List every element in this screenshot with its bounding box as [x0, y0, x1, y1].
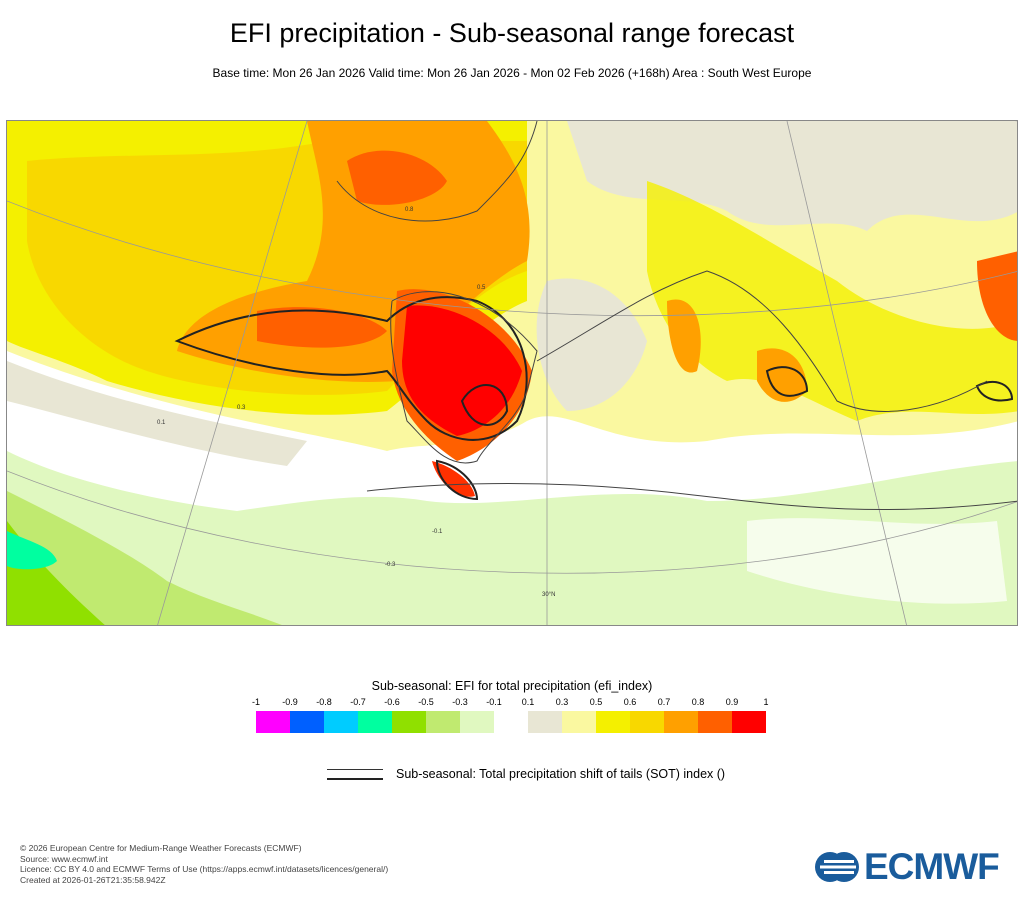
contour-label: 0.8: [405, 207, 414, 213]
legend-title: Sub-seasonal: EFI for total precipitatio…: [371, 679, 653, 693]
legend-tick: 0.9: [725, 697, 739, 707]
legend-colorbar: [256, 711, 766, 733]
legend-tick: -0.3: [452, 697, 468, 707]
legend-swatch: [358, 711, 392, 733]
footer-line: © 2026 European Centre for Medium-Range …: [20, 843, 302, 853]
legend-tick: 0.7: [657, 697, 671, 707]
legend-tick: -0.1: [486, 697, 502, 707]
contour-label: -0.1: [432, 529, 443, 535]
legend-swatch: [324, 711, 358, 733]
legend-swatch: [494, 711, 528, 733]
legend-swatch: [630, 711, 664, 733]
legend-swatch: [562, 711, 596, 733]
legend-tick: -1: [251, 697, 261, 707]
efi-map: 0.8 0.5 0.3 0.1 -0.1 -0.3 30°N: [6, 120, 1018, 626]
footer-line: Licence: CC BY 4.0 and ECMWF Terms of Us…: [20, 864, 389, 874]
legend-tick: 0.1: [521, 697, 535, 707]
footer-line: Created at 2026-01-26T21:35:58.942Z: [20, 874, 166, 885]
contour-label: 0.3: [237, 405, 246, 411]
legend-swatch: [596, 711, 630, 733]
contour-label: 0.1: [157, 420, 166, 426]
page-title: EFI precipitation - Sub-seasonal range f…: [229, 18, 795, 48]
legend-ticks: -1 -0.9 -0.8 -0.7 -0.6 -0.5 -0.3 -0.1 0.1 0.3 0.5 0…: [0, 697, 1024, 709]
sot-legend-label: Sub-seasonal: Total precipitation shift …: [396, 767, 726, 781]
page-subtitle: Base time: Mon 26 Jan 2026 Valid time: M…: [212, 66, 812, 80]
legend-tick: -0.6: [384, 697, 400, 707]
ecmwf-logo: ECMWF: [814, 846, 1000, 888]
ecmwf-logo-icon: [815, 852, 859, 882]
legend-swatch: [290, 711, 324, 733]
graticule-label: 30°N: [542, 592, 555, 598]
legend-swatch: [528, 711, 562, 733]
legend-swatch: [698, 711, 732, 733]
footer-line: Source: www.ecmwf.int: [20, 853, 108, 864]
legend-tick: -0.8: [316, 697, 332, 707]
legend-tick: -0.9: [282, 697, 298, 707]
footer-credits: © 2026 European Centre for Medium-Range …: [20, 843, 388, 885]
contour-label: 0.5: [477, 285, 486, 291]
legend-tick: 0.5: [589, 697, 603, 707]
legend-swatch: [426, 711, 460, 733]
legend-tick: -0.7: [350, 697, 366, 707]
logo-text: ECMWF: [864, 846, 1000, 887]
legend-swatch: [256, 711, 290, 733]
legend-swatch: [732, 711, 766, 733]
legend-tick: 1: [763, 697, 769, 707]
legend-tick: 0.8: [691, 697, 705, 707]
legend-swatch: [664, 711, 698, 733]
legend-tick: 0.6: [623, 697, 637, 707]
legend-swatch: [392, 711, 426, 733]
contour-label: -0.3: [385, 562, 396, 568]
legend-tick: 0.3: [555, 697, 569, 707]
legend-tick: -0.5: [418, 697, 434, 707]
legend-swatch: [460, 711, 494, 733]
